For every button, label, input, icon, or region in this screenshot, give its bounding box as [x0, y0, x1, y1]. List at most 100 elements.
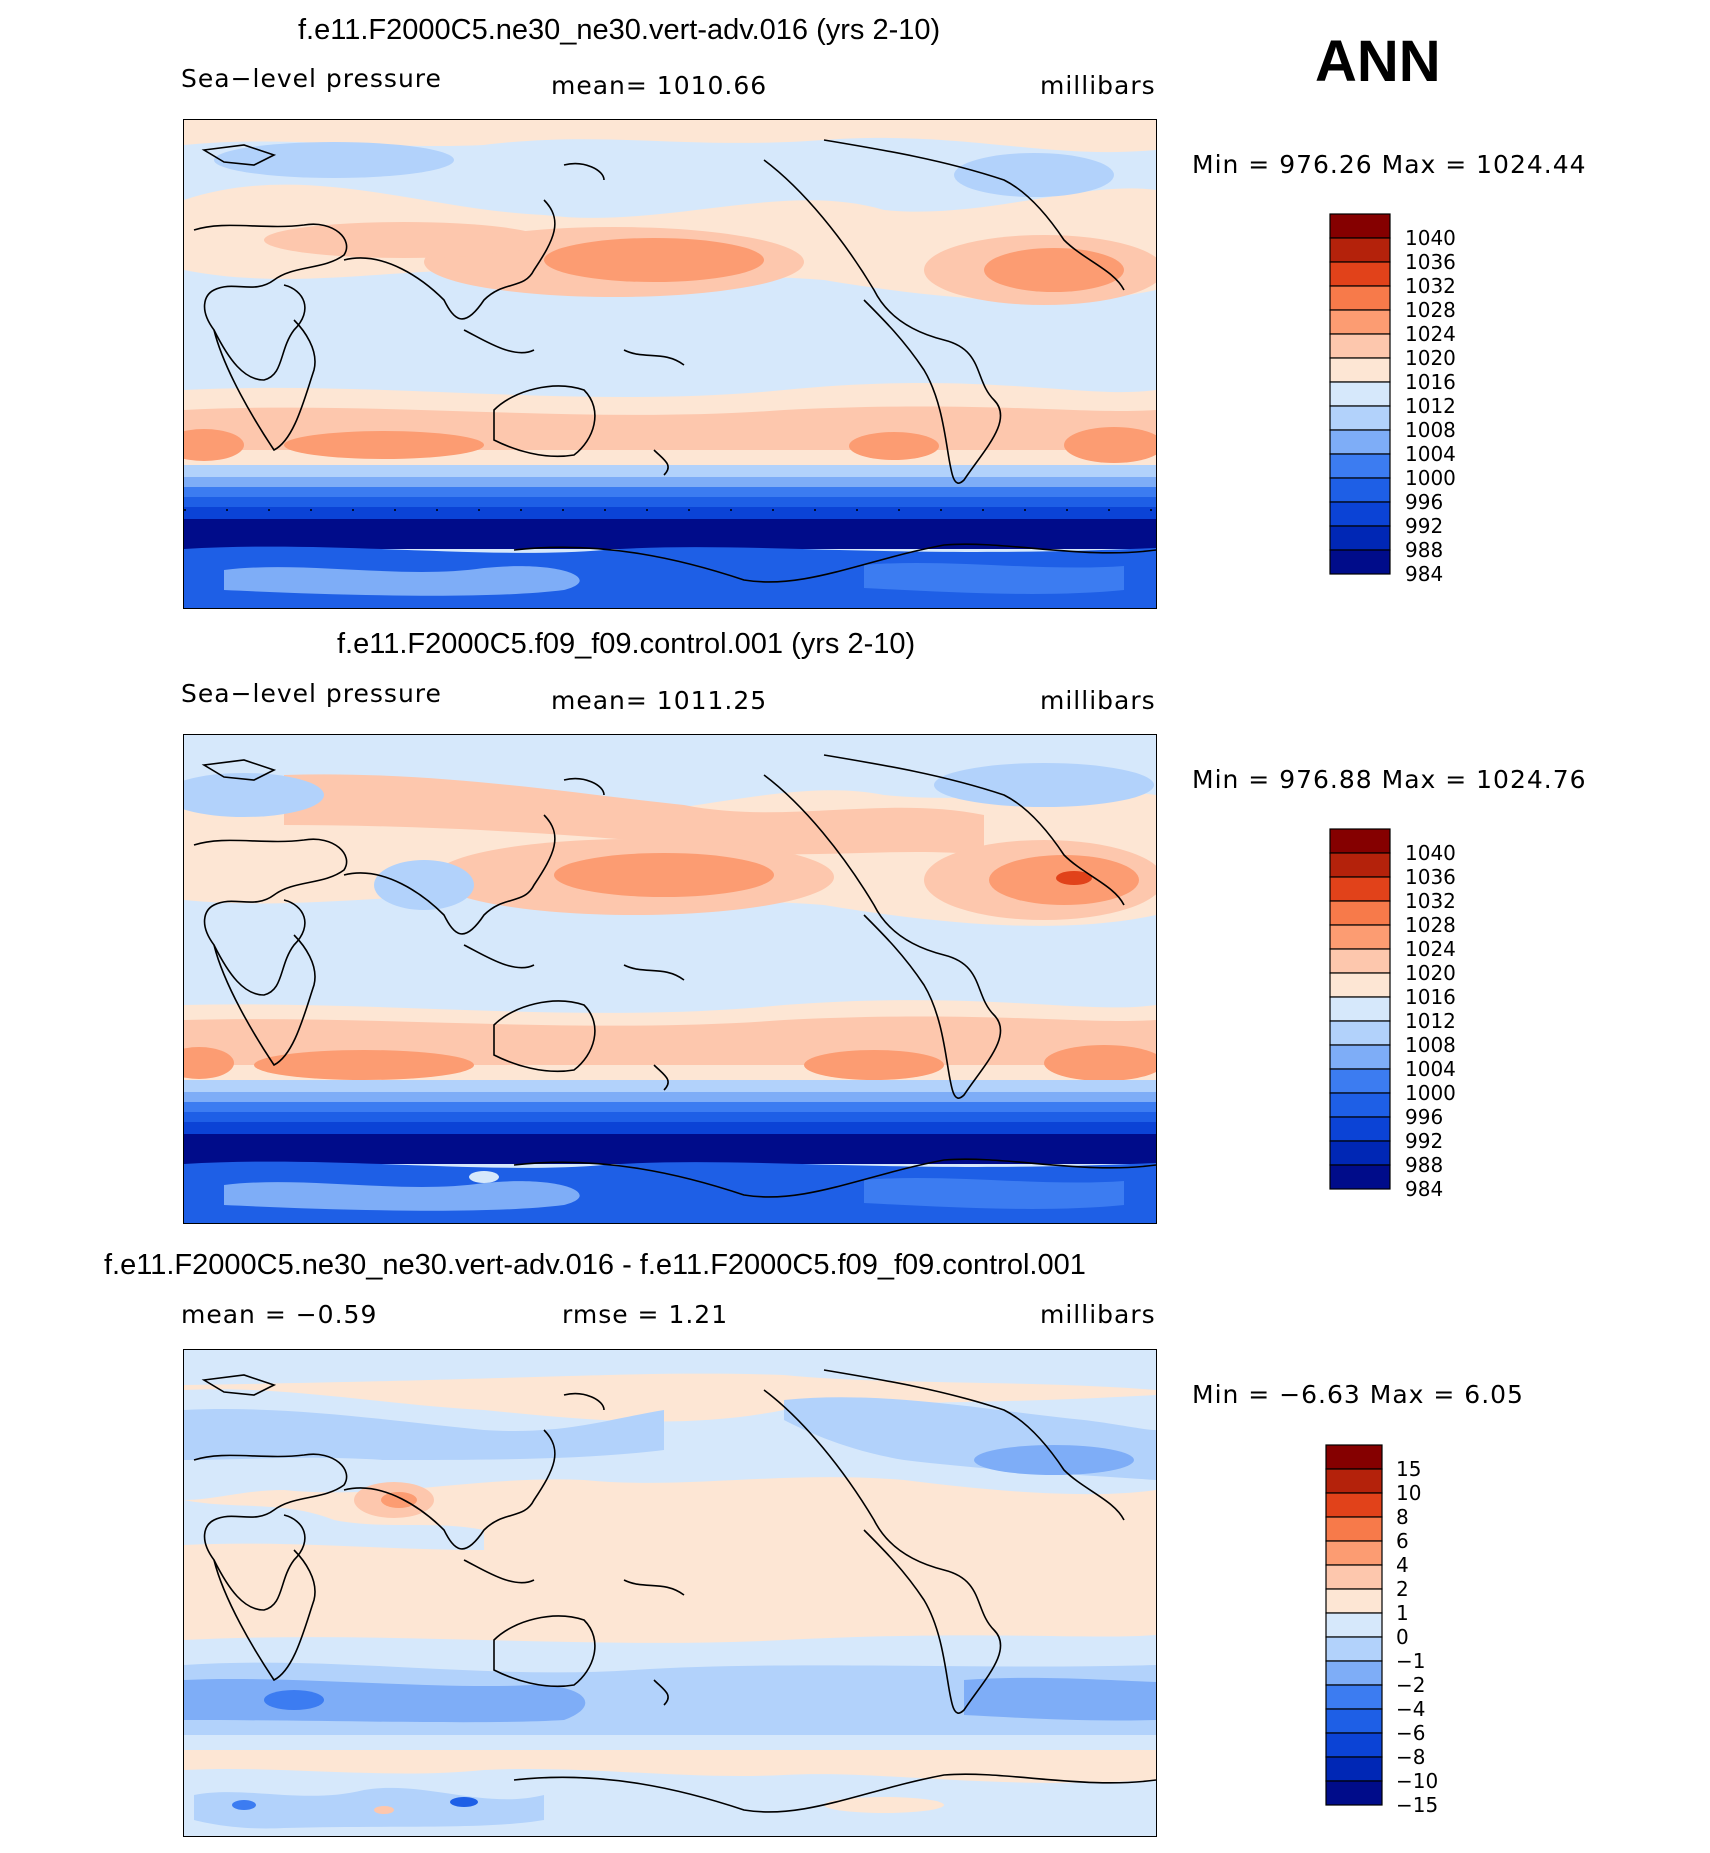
panel-3-rmse-label: rmse = 1.21	[562, 1300, 729, 1329]
panel-3-colorbar-label: 1	[1396, 1601, 1409, 1625]
panel-1-colorbar-box	[1329, 213, 1391, 239]
panel-3-colorbar-label: −6	[1396, 1721, 1425, 1745]
panel-1-colorbar-label: 996	[1405, 490, 1443, 514]
panel-2-colorbar-box	[1329, 972, 1391, 998]
panel-3-map-svg	[184, 1350, 1156, 1836]
panel-3-colorbar-box	[1325, 1492, 1383, 1518]
panel-3-map	[183, 1349, 1157, 1837]
panel-3-colorbar-label: −10	[1396, 1769, 1438, 1793]
panel-2-variable-label: Sea−level pressure	[181, 679, 442, 708]
panel-1-colorbar-box	[1329, 261, 1391, 287]
panel-3-colorbar-box	[1325, 1444, 1383, 1470]
antarctic-noise-4	[374, 1806, 394, 1814]
panel-1-colorbar-box	[1329, 381, 1391, 407]
panel-3-colorbar-box	[1325, 1660, 1383, 1686]
panel-2-colorbar-label: 1024	[1405, 937, 1456, 961]
panel-1-colorbar-label: 1032	[1405, 274, 1456, 298]
icelandic-low	[214, 142, 454, 178]
arctic-neg	[184, 1350, 1156, 1390]
so-1004	[184, 1080, 1156, 1092]
panel-2-colorbar-label: 1012	[1405, 1009, 1456, 1033]
panel-1-colorbar-label: 1008	[1405, 418, 1456, 442]
panel-1-colorbar-label: 1020	[1405, 346, 1456, 370]
so-996	[184, 1102, 1156, 1112]
panel-2-colorbar-box	[1329, 1116, 1391, 1142]
aleutian-low	[934, 763, 1154, 807]
panel-1-colorbar-label: 992	[1405, 514, 1443, 538]
so-984	[184, 519, 1156, 549]
pacific-high-1020	[544, 238, 764, 282]
panel-1-colorbar-label: 1040	[1405, 226, 1456, 250]
panel-3-minmax: Min = −6.63 Max = 6.05	[1192, 1380, 1524, 1409]
panel-1-colorbar-box	[1329, 453, 1391, 479]
icelandic-low	[184, 773, 324, 817]
panel-2-colorbar-box	[1329, 948, 1391, 974]
so-992	[184, 1112, 1156, 1122]
so-984	[184, 1134, 1156, 1164]
panel-1-colorbar-box	[1329, 477, 1391, 503]
panel-2-colorbar-label: 1016	[1405, 985, 1456, 1009]
panel-2-colorbar-label: 1028	[1405, 913, 1456, 937]
sh-high-cell-3	[1044, 1045, 1156, 1081]
panel-3-mean-label: mean = −0.59	[181, 1300, 378, 1329]
sh-neg-4	[264, 1690, 324, 1710]
panel-2-title: f.e11.F2000C5.f09_f09.control.001 (yrs 2…	[337, 628, 916, 660]
panel-2-colorbar-box	[1329, 1020, 1391, 1046]
panel-3-colorbar-box	[1325, 1516, 1383, 1542]
panel-1-colorbar-label: 984	[1405, 562, 1443, 586]
so-992	[184, 497, 1156, 507]
panel-2-map	[183, 734, 1157, 1224]
panel-2-colorbar-label: 1032	[1405, 889, 1456, 913]
panel-2-colorbar-box	[1329, 1068, 1391, 1094]
panel-2-colorbar-box	[1329, 828, 1391, 854]
panel-2-minmax: Min = 976.88 Max = 1024.76	[1192, 765, 1587, 794]
aleutian-low	[954, 153, 1114, 197]
so-996	[184, 487, 1156, 497]
panel-3-colorbar-label: −8	[1396, 1745, 1425, 1769]
panel-2-colorbar-label: 1020	[1405, 961, 1456, 985]
panel-1-colorbar-label: 1004	[1405, 442, 1456, 466]
sh-high-cell-1	[254, 1050, 474, 1080]
sh-high-cell-2	[849, 432, 939, 460]
panel-2-colorbar-label: 1000	[1405, 1081, 1456, 1105]
sh-high-cell-4	[184, 1047, 234, 1079]
panel-1-colorbar-box	[1329, 501, 1391, 527]
antarctic-noise-2	[232, 1800, 256, 1810]
panel-1-variable-label: Sea−level pressure	[181, 64, 442, 93]
panel-3-colorbar-box	[1325, 1564, 1383, 1590]
panel-1-units-label: millibars	[1040, 71, 1156, 100]
panel-3-colorbar-box	[1325, 1780, 1383, 1806]
arctic-1012	[184, 120, 1156, 153]
panel-2-mean-label: mean= 1011.25	[551, 686, 768, 715]
coastlines	[193, 1369, 1156, 1813]
asia-low	[374, 860, 474, 910]
antarctic-plateau-peak	[469, 1171, 499, 1183]
so-1000	[184, 1092, 1156, 1102]
antarctic-noise-5	[824, 1797, 944, 1813]
panel-3-colorbar-label: 15	[1396, 1457, 1421, 1481]
panel-3-colorbar-label: −4	[1396, 1697, 1425, 1721]
panel-1-colorbar-box	[1329, 429, 1391, 455]
panel-2-colorbar-box	[1329, 1044, 1391, 1070]
so-988	[184, 507, 1156, 519]
panel-2-colorbar-box	[1329, 924, 1391, 950]
continental-high-1016	[284, 774, 984, 855]
sh-neg-5	[964, 1677, 1156, 1721]
panel-1-colorbar-box	[1329, 309, 1391, 335]
panel-2-colorbar-label: 996	[1405, 1105, 1443, 1129]
panel-3-colorbar-label: −15	[1396, 1793, 1438, 1817]
so-1004	[184, 465, 1156, 477]
panel-1-colorbar-box	[1329, 357, 1391, 383]
azores-high-1024	[1056, 871, 1092, 885]
antarctic-plateau-2	[864, 562, 1124, 594]
panel-3-colorbar-box	[1325, 1636, 1383, 1662]
panel-1-title: f.e11.F2000C5.ne30_ne30.vert-adv.016 (yr…	[298, 14, 941, 46]
panel-1-colorbar-label: 1024	[1405, 322, 1456, 346]
panel-3-colorbar-box	[1325, 1588, 1383, 1614]
panel-1-colorbar: 1040103610321028102410201016101210081004…	[1329, 213, 1456, 586]
panel-1-colorbar-label: 1036	[1405, 250, 1456, 274]
panel-3-colorbar-label: 0	[1396, 1625, 1409, 1649]
panel-3-title: f.e11.F2000C5.ne30_ne30.vert-adv.016 - f…	[104, 1249, 1086, 1281]
panel-1-colorbar-box	[1329, 405, 1391, 431]
